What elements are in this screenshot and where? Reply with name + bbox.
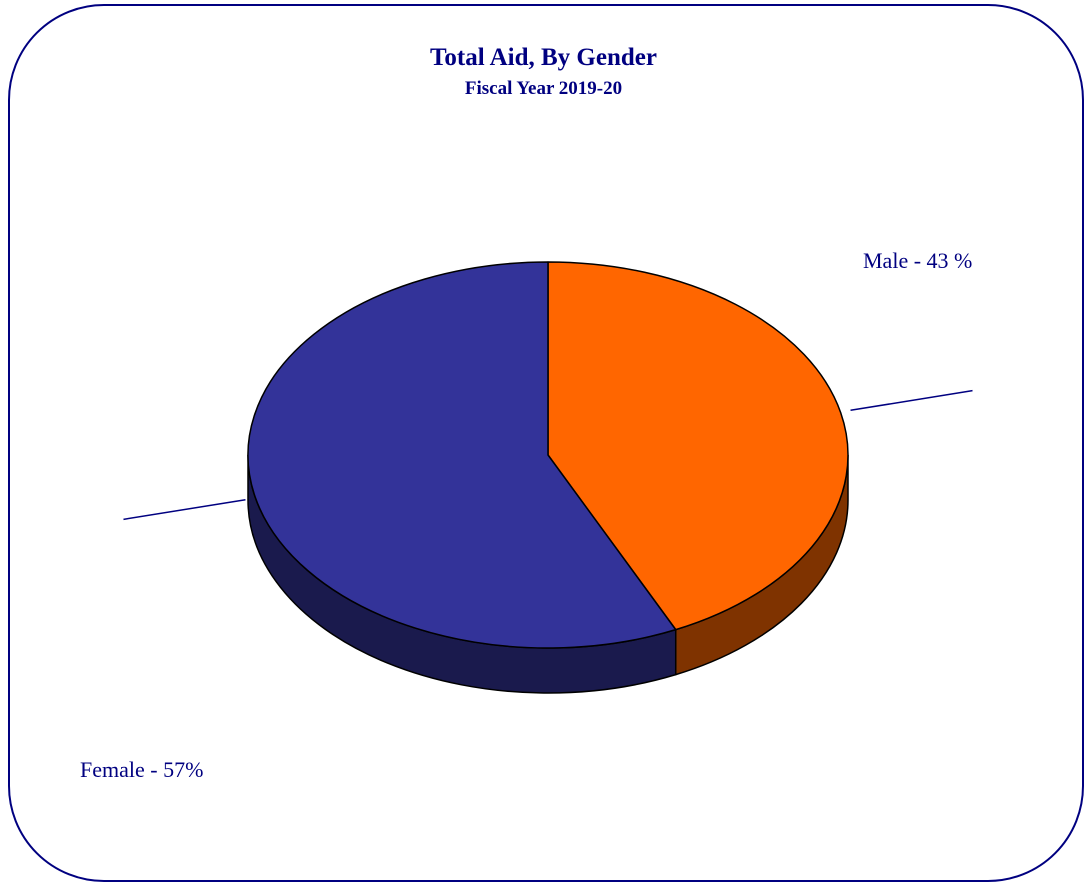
chart-title: Total Aid, By Gender [430, 44, 657, 71]
leader-line-female [123, 498, 246, 521]
slice-labels: Male - 43 % Female - 57% [80, 248, 972, 782]
leader-line-male [850, 389, 973, 412]
chart-subtitle: Fiscal Year 2019-20 [464, 78, 623, 99]
slice-female [247, 261, 677, 649]
leader-lines [123, 389, 973, 521]
slice-label-male: Male - 43 % [863, 248, 972, 273]
slice-male [547, 261, 849, 631]
chart-frame [8, 4, 1084, 882]
slice-label-female: Female - 57% [80, 757, 203, 782]
pie-slices [247, 261, 849, 649]
